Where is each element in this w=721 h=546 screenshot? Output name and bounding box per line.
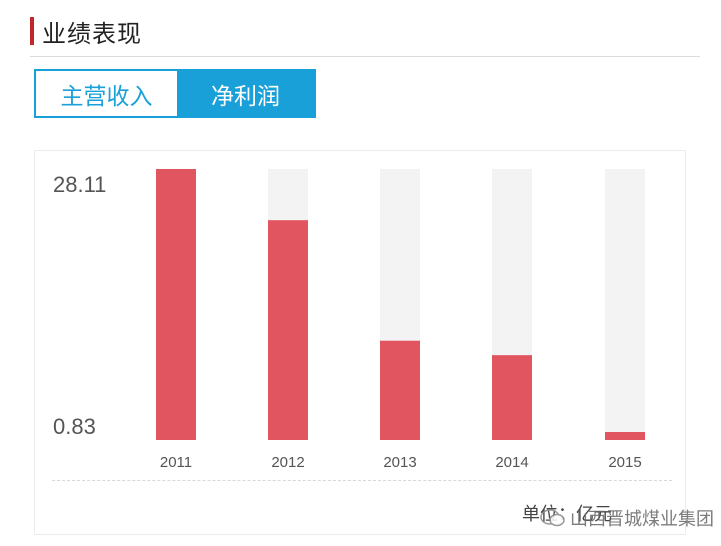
wechat-icon: [540, 508, 566, 528]
bar-2015: [605, 431, 645, 440]
bar-2011: [156, 169, 196, 440]
metric-tabs: 主营收入 净利润: [34, 69, 316, 118]
watermark-text: 山西晋城煤业集团: [570, 509, 714, 529]
unit-label: 单位：亿元: [522, 504, 612, 524]
x-tick-label: 2012: [271, 454, 304, 471]
header-divider: [30, 56, 700, 57]
tab-main-revenue[interactable]: 主营收入: [36, 71, 177, 116]
chart-panel: [34, 150, 686, 535]
x-tick-label: 2014: [495, 454, 528, 471]
bar-2012: [268, 220, 308, 440]
x-tick-label: 2011: [160, 454, 192, 471]
section-header: 业绩表现: [30, 14, 142, 48]
x-tick-label: 2015: [608, 454, 641, 471]
watermark: 山西晋城煤业集团: [540, 505, 714, 531]
section-title: 业绩表现: [42, 20, 142, 48]
y-axis-max-label: 28.11: [53, 172, 107, 197]
bar-track: [605, 169, 645, 440]
tab-net-profit[interactable]: 净利润: [177, 71, 314, 116]
y-axis-min-label: 0.83: [53, 414, 96, 439]
bar-2014: [492, 355, 532, 440]
bar-2013: [380, 340, 420, 440]
header-accent-mark: [30, 17, 34, 45]
x-tick-label: 2013: [383, 454, 416, 471]
chart-dashed-divider: [52, 480, 672, 481]
